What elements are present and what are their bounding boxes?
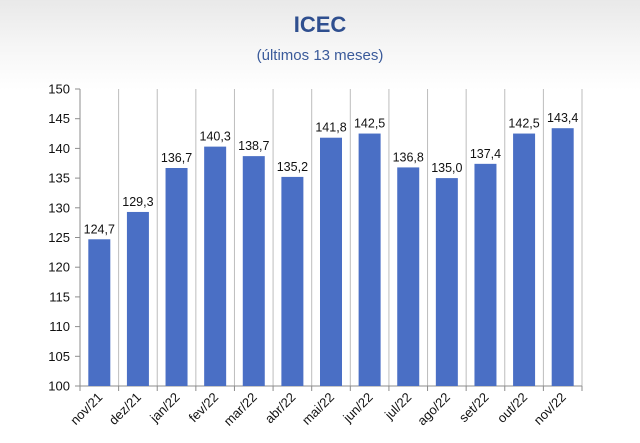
bar [513,133,536,386]
data-label: 141,8 [315,121,346,135]
bar [320,137,342,386]
bar [165,168,188,386]
x-tick-label: abr/22 [262,390,299,427]
y-tick-label: 115 [49,289,70,304]
x-tick-label: mar/22 [221,390,260,429]
y-tick-label: 145 [48,111,70,126]
data-label: 143,4 [547,111,578,125]
x-tick-label: nov/21 [67,390,105,428]
bar [474,163,497,386]
data-label: 138,7 [238,139,269,153]
y-tick-label: 125 [48,230,70,245]
bar [397,167,420,386]
x-tick-label: jan/22 [146,390,182,426]
data-label: 129,3 [122,195,153,209]
y-tick-label: 100 [48,379,70,394]
x-tick-label: mai/22 [299,390,337,428]
data-label: 142,5 [354,117,385,131]
data-label: 136,7 [161,151,192,165]
y-tick-label: 105 [48,349,70,364]
x-tick-label: dez/21 [106,390,144,428]
data-label: 142,5 [508,117,539,131]
y-tick-label: 140 [48,141,70,156]
x-tick-label: ago/22 [414,390,453,429]
y-tick-label: 110 [49,319,70,334]
x-tick-label: jul/22 [381,390,414,423]
bar [551,128,574,387]
data-label: 135,0 [431,161,462,175]
bar [126,211,149,386]
bar [242,156,265,386]
data-label: 140,3 [200,130,231,144]
x-tick-label: jun/22 [339,390,375,426]
y-tick-label: 135 [48,171,70,186]
x-tick-label: out/22 [494,390,530,426]
y-tick-label: 130 [48,200,70,215]
data-label: 124,7 [84,222,115,236]
data-label: 137,4 [470,147,501,161]
bar [204,146,227,386]
x-tick-label: fev/22 [186,390,222,426]
y-tick-label: 150 [48,82,70,97]
chart-title: ICEC [293,12,347,37]
bar [281,176,304,386]
x-tick-label: set/22 [456,390,492,426]
data-label: 136,8 [393,150,424,164]
bar [88,239,111,386]
bar [435,178,458,386]
x-tick-label: nov/22 [531,390,569,428]
data-label: 135,2 [277,160,308,174]
bar [358,133,381,386]
y-tick-label: 120 [48,260,70,275]
chart-subtitle: (últimos 13 meses) [256,47,384,64]
